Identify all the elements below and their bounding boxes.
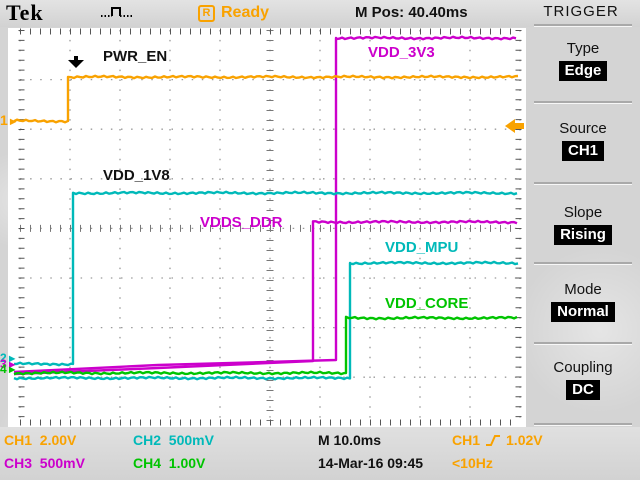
ch4-ground-marker[interactable]: 4► (0, 362, 18, 376)
menu-divider (534, 262, 632, 264)
waveform-canvas (13, 28, 522, 426)
menu-value-button[interactable]: Edge (558, 61, 608, 81)
trace-VDD_1V8 (13, 190, 518, 367)
ch1-scale-readout: CH1 2.00V (4, 432, 77, 448)
trace-VDD_3V3 (13, 35, 517, 374)
menu-value-button[interactable]: Normal (551, 302, 615, 322)
ch2-scale-readout: CH2 500mV (133, 432, 214, 448)
trigger-position-stem (74, 56, 78, 60)
ch3-scale-readout: CH3 500mV (4, 455, 85, 471)
menu-divider (534, 423, 632, 425)
arrow-right-icon: ► (6, 359, 18, 371)
trace-PWR_EN (13, 74, 519, 124)
menu-item-type: Type Edge (526, 40, 640, 81)
trace-label-VDD_1V8: VDD_1V8 (103, 167, 170, 184)
menu-label: Type (566, 40, 600, 57)
menu-title: TRIGGER (543, 3, 619, 20)
trace-VDD_CORE (13, 315, 518, 376)
trace-label-PWR_EN: PWR_EN (103, 48, 168, 65)
menu-label: Source (559, 120, 607, 137)
trigger-level-marker[interactable] (505, 119, 527, 133)
trigger-level-readout: 1.02V (506, 432, 543, 448)
trigger-level-bar (515, 123, 524, 129)
trace-label-VDD_CORE: VDD_CORE (385, 295, 469, 312)
trigger-menu: Type Edge Source CH1 Slope Rising Mode N… (526, 0, 640, 427)
trigger-source: CH1 (452, 432, 481, 448)
trace-VDDS_DDR (13, 219, 518, 376)
trace-label-VDD_3V3: VDD_3V3 (368, 44, 435, 61)
graticule-area: VDD_3V3 VDDS_DDR VDD_MPU VDD_1V8 VDD_CORE PWR… (8, 28, 526, 427)
trigger-pulse-icon (100, 5, 140, 24)
channel-readout-bar: CH1 2.00V CH2 500mV M 10.0ms CH1 1.02V C… (0, 427, 640, 480)
ch1-ground-marker[interactable]: 1► (0, 112, 19, 128)
timebase-readout: M 10.0ms (318, 432, 382, 448)
arrow-right-icon: ► (6, 353, 18, 365)
menu-divider (534, 342, 632, 344)
trigger-position-marker[interactable] (68, 56, 84, 68)
status-text: Ready (221, 4, 270, 21)
menu-divider (534, 24, 632, 26)
ch2-ground-marker[interactable]: 2► (0, 351, 18, 365)
ch3-ground-marker[interactable]: 3► (0, 357, 18, 371)
menu-item-slope: Slope Rising (526, 204, 640, 245)
trigger-frequency-readout: <10Hz (452, 455, 493, 471)
menu-label: Slope (563, 204, 603, 221)
top-status-bar: Tek R Ready M Pos: 40.40ms TRIGGER (0, 0, 640, 27)
ready-icon: R (198, 4, 215, 22)
trace-label-VDDS_DDR: VDDS_DDR (200, 214, 283, 231)
trace-label-VDD_MPU: VDD_MPU (385, 239, 459, 256)
menu-value-button[interactable]: CH1 (561, 141, 604, 161)
menu-label: Mode (564, 281, 602, 298)
acquisition-status: R Ready (198, 4, 269, 22)
arrow-down-icon (68, 60, 84, 68)
horizontal-position-readout: M Pos: 40.40ms (355, 4, 468, 21)
rising-slope-icon (486, 434, 501, 446)
arrow-right-icon: ► (6, 364, 18, 376)
arrow-left-icon (505, 119, 515, 133)
menu-divider (534, 101, 632, 103)
ch4-scale-readout: CH4 1.00V (133, 455, 206, 471)
menu-value-button[interactable]: DC (566, 380, 600, 400)
menu-item-source: Source CH1 (526, 120, 640, 161)
menu-item-coupling: Coupling DC (526, 359, 640, 400)
tek-logo: Tek (6, 0, 44, 25)
trigger-readout: CH1 1.02V (452, 432, 543, 448)
trace-VDD_MPU (13, 260, 519, 381)
menu-label: Coupling (553, 359, 613, 376)
menu-value-button[interactable]: Rising (554, 225, 612, 245)
arrow-right-icon: ► (7, 116, 19, 128)
menu-item-mode: Mode Normal (526, 281, 640, 322)
datetime-readout: 14-Mar-16 09:45 (318, 455, 424, 471)
menu-divider (534, 182, 632, 184)
